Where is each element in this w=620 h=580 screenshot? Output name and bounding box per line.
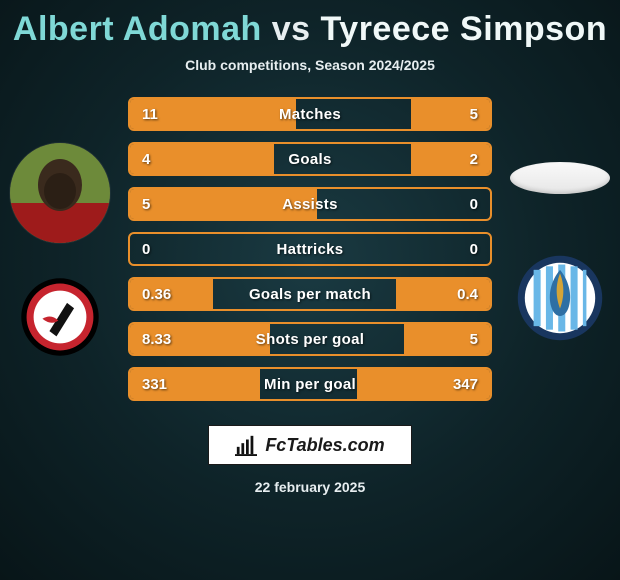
stat-value-right: 2: [420, 151, 490, 168]
stat-metric: Goals: [200, 151, 420, 168]
club-right-badge: [516, 254, 604, 342]
vs-label: vs: [272, 10, 311, 48]
stat-row: 5 Assists 0: [128, 187, 492, 221]
stat-metric: Matches: [200, 106, 420, 123]
stat-metric: Min per goal: [200, 376, 420, 393]
brand-box: FcTables.com: [208, 425, 411, 465]
footer-date: 22 february 2025: [0, 479, 620, 495]
walsall-badge-icon: [16, 273, 104, 361]
stat-row: 11 Matches 5: [128, 97, 492, 131]
stats-list: 11 Matches 5 4 Goals 2 5 Assists 0: [120, 97, 500, 401]
player-silhouette-icon: [10, 143, 110, 243]
stat-value-right: 0: [420, 241, 490, 258]
player-left-name: Albert Adomah: [13, 10, 262, 48]
stat-value-left: 4: [130, 151, 200, 168]
stat-value-left: 0.36: [130, 286, 200, 303]
stat-row: 0.36 Goals per match 0.4: [128, 277, 492, 311]
stat-row: 0 Hattricks 0: [128, 232, 492, 266]
player-left-photo: [10, 143, 110, 243]
player-right-photo-placeholder: [510, 162, 610, 194]
left-column: [0, 137, 120, 361]
stat-value-right: 5: [420, 106, 490, 123]
stat-metric: Goals per match: [200, 286, 420, 303]
stat-value-right: 0.4: [420, 286, 490, 303]
stat-value-right: 0: [420, 196, 490, 213]
stat-metric: Assists: [200, 196, 420, 213]
stat-value-left: 5: [130, 196, 200, 213]
colchester-badge-icon: [516, 254, 604, 342]
comparison-title: Albert Adomah vs Tyreece Simpson: [0, 6, 620, 51]
right-column: [500, 156, 620, 342]
footer: FcTables.com 22 february 2025: [0, 425, 620, 495]
stat-value-left: 11: [130, 106, 200, 123]
stat-row: 8.33 Shots per goal 5: [128, 322, 492, 356]
stat-value-left: 331: [130, 376, 200, 393]
stat-metric: Hattricks: [200, 241, 420, 258]
stat-value-left: 8.33: [130, 331, 200, 348]
subtitle: Club competitions, Season 2024/2025: [0, 57, 620, 73]
stat-value-left: 0: [130, 241, 200, 258]
stat-value-right: 5: [420, 331, 490, 348]
stat-row: 331 Min per goal 347: [128, 367, 492, 401]
stat-row: 4 Goals 2: [128, 142, 492, 176]
club-left-badge: [16, 273, 104, 361]
barchart-icon: [235, 434, 257, 456]
brand-text: FcTables.com: [265, 435, 384, 456]
stat-value-right: 347: [420, 376, 490, 393]
stat-metric: Shots per goal: [200, 331, 420, 348]
player-right-name: Tyreece Simpson: [321, 10, 608, 48]
